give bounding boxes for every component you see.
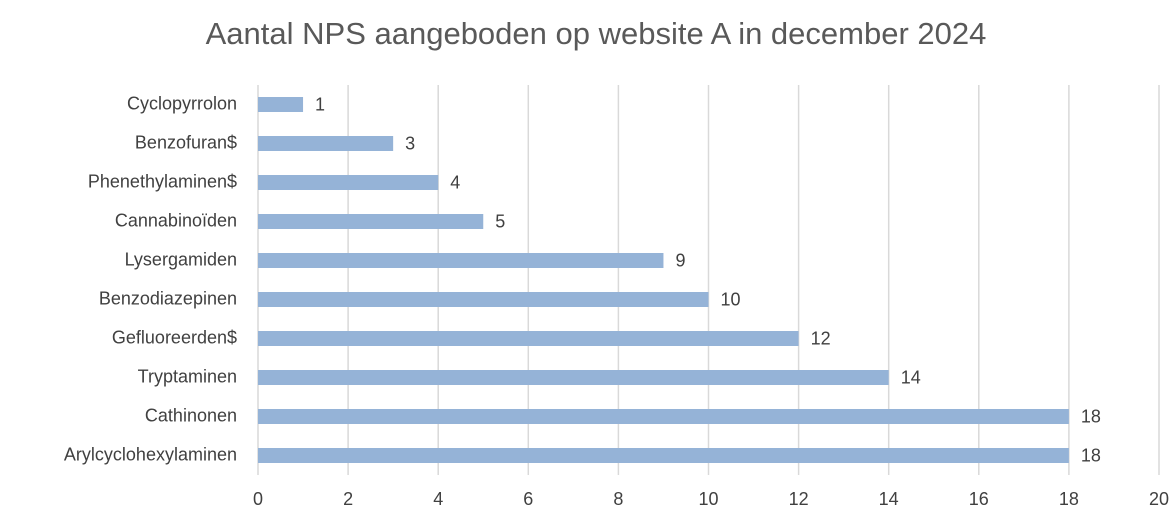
chart-title: Aantal NPS aangeboden op website A in de… [206, 16, 987, 51]
y-tick-label: Benzodiazepinen [99, 288, 237, 308]
y-tick-label: Phenethylaminen$ [88, 171, 237, 191]
bar [258, 214, 484, 229]
x-tick-label: 6 [523, 489, 533, 509]
bar [258, 97, 304, 112]
y-tick-label: Gefluoreerden$ [112, 327, 237, 347]
y-tick-label: Tryptaminen [138, 366, 237, 386]
data-label: 4 [450, 172, 460, 192]
x-tick-label: 14 [879, 489, 899, 509]
x-tick-label: 2 [343, 489, 353, 509]
data-label: 1 [315, 94, 325, 114]
bar [258, 370, 889, 385]
data-label: 14 [901, 367, 921, 387]
x-tick-label: 4 [433, 489, 443, 509]
data-label: 5 [495, 211, 505, 231]
data-label: 9 [675, 250, 685, 270]
y-tick-label: Arylcyclohexylaminen [64, 444, 237, 464]
bar [258, 136, 394, 151]
bar [258, 448, 1069, 463]
data-label: 18 [1081, 406, 1101, 426]
bar [258, 175, 439, 190]
x-tick-label: 16 [969, 489, 989, 509]
bar [258, 331, 799, 346]
y-tick-label: Lysergamiden [125, 249, 237, 269]
bar [258, 253, 664, 268]
y-tick-label: Cathinonen [145, 405, 237, 425]
x-tick-label: 12 [789, 489, 809, 509]
data-label: 3 [405, 133, 415, 153]
y-tick-label: Cannabinoïden [115, 210, 237, 230]
x-tick-label: 18 [1059, 489, 1079, 509]
bar [258, 292, 709, 307]
x-tick-label: 10 [698, 489, 718, 509]
y-tick-label: Cyclopyrrolon [127, 93, 237, 113]
x-tick-label: 8 [613, 489, 623, 509]
data-label: 12 [811, 328, 831, 348]
bar [258, 409, 1069, 424]
data-label: 18 [1081, 445, 1101, 465]
y-tick-label: Benzofuran$ [135, 132, 237, 152]
x-tick-label: 20 [1149, 489, 1169, 509]
data-label: 10 [721, 289, 741, 309]
x-tick-label: 0 [253, 489, 263, 509]
